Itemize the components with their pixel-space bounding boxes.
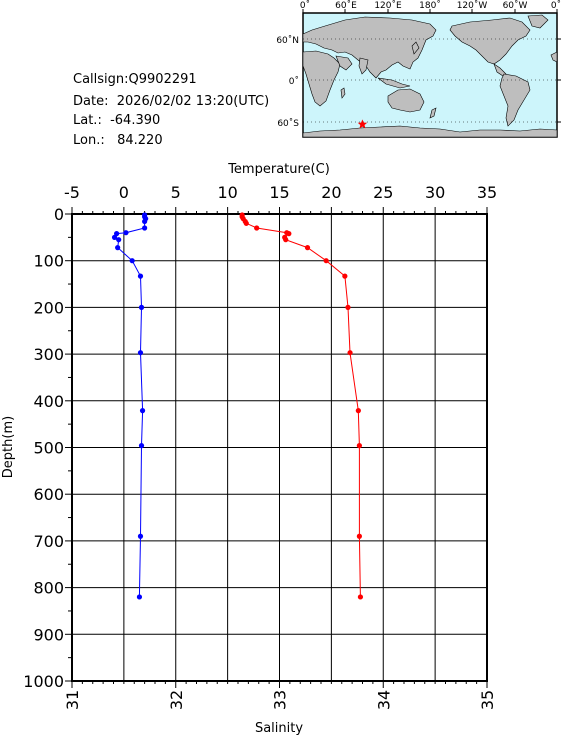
longitude-text: Lon.: 84.220	[73, 133, 163, 148]
bottom-tick-label: 31	[63, 690, 82, 710]
land-india	[358, 57, 369, 75]
y-tick-label: 800	[33, 579, 64, 598]
y-axis-ticks: 0 100 200 300 400 500 600 700 800 900 1000	[23, 205, 64, 691]
land-greenland	[527, 14, 549, 29]
map-lon-label: 60˚W	[503, 0, 528, 11]
y-tick-label: 1000	[23, 672, 64, 691]
land-arabia	[335, 55, 353, 71]
y-tick-label: 600	[33, 485, 64, 504]
map-lon-label: 120˚E	[374, 0, 402, 11]
temperature-point	[138, 443, 145, 449]
temperature-point	[115, 245, 121, 251]
salinity-point	[304, 245, 311, 251]
top-tick-label: 0	[119, 183, 129, 202]
plot-frame	[71, 213, 488, 682]
bottom-tick-label: 33	[271, 690, 290, 710]
salinity-point	[355, 408, 361, 414]
y-axis-title: Depth(m)	[1, 416, 16, 478]
series-layer	[111, 212, 364, 600]
land-antarctica	[302, 125, 558, 138]
y-tick-label: 700	[33, 532, 64, 551]
callsign-text: Callsign:Q9902291	[73, 72, 197, 87]
temperature-point	[123, 230, 129, 236]
y-tick-label: 400	[33, 392, 64, 411]
map-lon-label: 0˚	[300, 0, 310, 11]
salinity-point	[286, 231, 292, 237]
top-tick-label: 5	[171, 183, 181, 202]
salinity-point	[254, 225, 260, 231]
land-north-america	[449, 17, 531, 65]
bottom-tick-label: 34	[374, 690, 393, 710]
y-tick-label: 0	[54, 205, 64, 224]
world-map: 0˚ 60˚E 120˚E 180˚ 120˚W 60˚W 0˚ 60˚N 0˚…	[276, 0, 561, 138]
top-tick-label: -5	[64, 183, 80, 202]
temperature-line	[113, 214, 147, 597]
bottom-tick-label: 32	[167, 690, 186, 710]
y-tick-label: 500	[33, 439, 64, 458]
temperature-point	[142, 225, 148, 231]
temperature-point	[138, 304, 145, 310]
temperature-point	[136, 594, 143, 600]
salinity-point	[342, 273, 348, 279]
land-madagascar	[340, 87, 346, 99]
map-lon-label: 120˚W	[457, 0, 488, 11]
temperature-point	[129, 258, 135, 264]
map-lon-ticks	[302, 9, 558, 13]
salinity-point	[347, 350, 353, 356]
top-tick-label: 30	[425, 183, 445, 202]
station-marker	[357, 119, 368, 129]
plot-area	[65, 207, 488, 688]
map-lon-label: 0˚	[551, 0, 561, 11]
top-axis-title: Temperature(C)	[227, 162, 330, 177]
land-south-america	[499, 73, 531, 127]
y-tick-label: 200	[33, 298, 64, 317]
grid-lines	[72, 214, 487, 681]
salinity-point	[323, 258, 329, 264]
bottom-axis-title: Salinity	[255, 721, 303, 736]
salinity-point	[283, 237, 289, 243]
top-tick-label: 25	[373, 183, 393, 202]
top-tick-label: 10	[217, 183, 237, 202]
map-lat-label: 60˚S	[277, 118, 299, 129]
salinity-point	[345, 304, 351, 310]
land-africa-west	[550, 51, 558, 63]
latitude-text: Lat.: -64.390	[73, 113, 161, 128]
map-lon-label: 60˚E	[335, 0, 357, 11]
top-tick-label: 35	[477, 183, 497, 202]
map-land	[302, 14, 558, 138]
top-axis-ticks: -5 0 5 10 15 20 25 30 35	[64, 183, 497, 202]
salinity-point	[357, 594, 364, 600]
bottom-axis-ticks: 31 32 33 34 35	[63, 690, 497, 710]
map-lon-labels: 0˚ 60˚E 120˚E 180˚ 120˚W 60˚W 0˚	[300, 0, 561, 11]
temperature-point	[111, 234, 118, 240]
map-lat-labels: 60˚N 0˚ 60˚S	[276, 35, 299, 129]
y-tick-label: 300	[33, 345, 64, 364]
temperature-point	[139, 408, 146, 414]
map-lon-label: 180˚	[419, 0, 441, 11]
temperature-point	[142, 218, 148, 225]
land-eurasia	[302, 16, 437, 79]
land-africa	[302, 50, 341, 107]
temperature-point	[137, 533, 144, 539]
salinity-point	[243, 220, 249, 226]
salinity-line	[241, 214, 361, 597]
top-tick-label: 15	[269, 183, 289, 202]
land-new-zealand	[429, 107, 437, 119]
y-tick-label: 900	[33, 625, 64, 644]
date-text: Date: 2026/02/02 13:20(UTC)	[73, 94, 270, 109]
temperature-point	[137, 350, 144, 356]
map-lat-label: 60˚N	[276, 35, 299, 46]
land-japan	[411, 41, 420, 55]
map-lat-label: 0˚	[289, 76, 299, 87]
top-tick-label: 20	[321, 183, 341, 202]
map-lat-ticks-right	[557, 38, 561, 123]
bottom-tick-label: 35	[478, 690, 497, 710]
temperature-point	[137, 273, 144, 279]
y-tick-label: 100	[33, 252, 64, 271]
land-australia	[387, 88, 425, 113]
salinity-point	[356, 533, 362, 539]
temperature-point	[116, 237, 122, 243]
salinity-point	[356, 443, 362, 449]
